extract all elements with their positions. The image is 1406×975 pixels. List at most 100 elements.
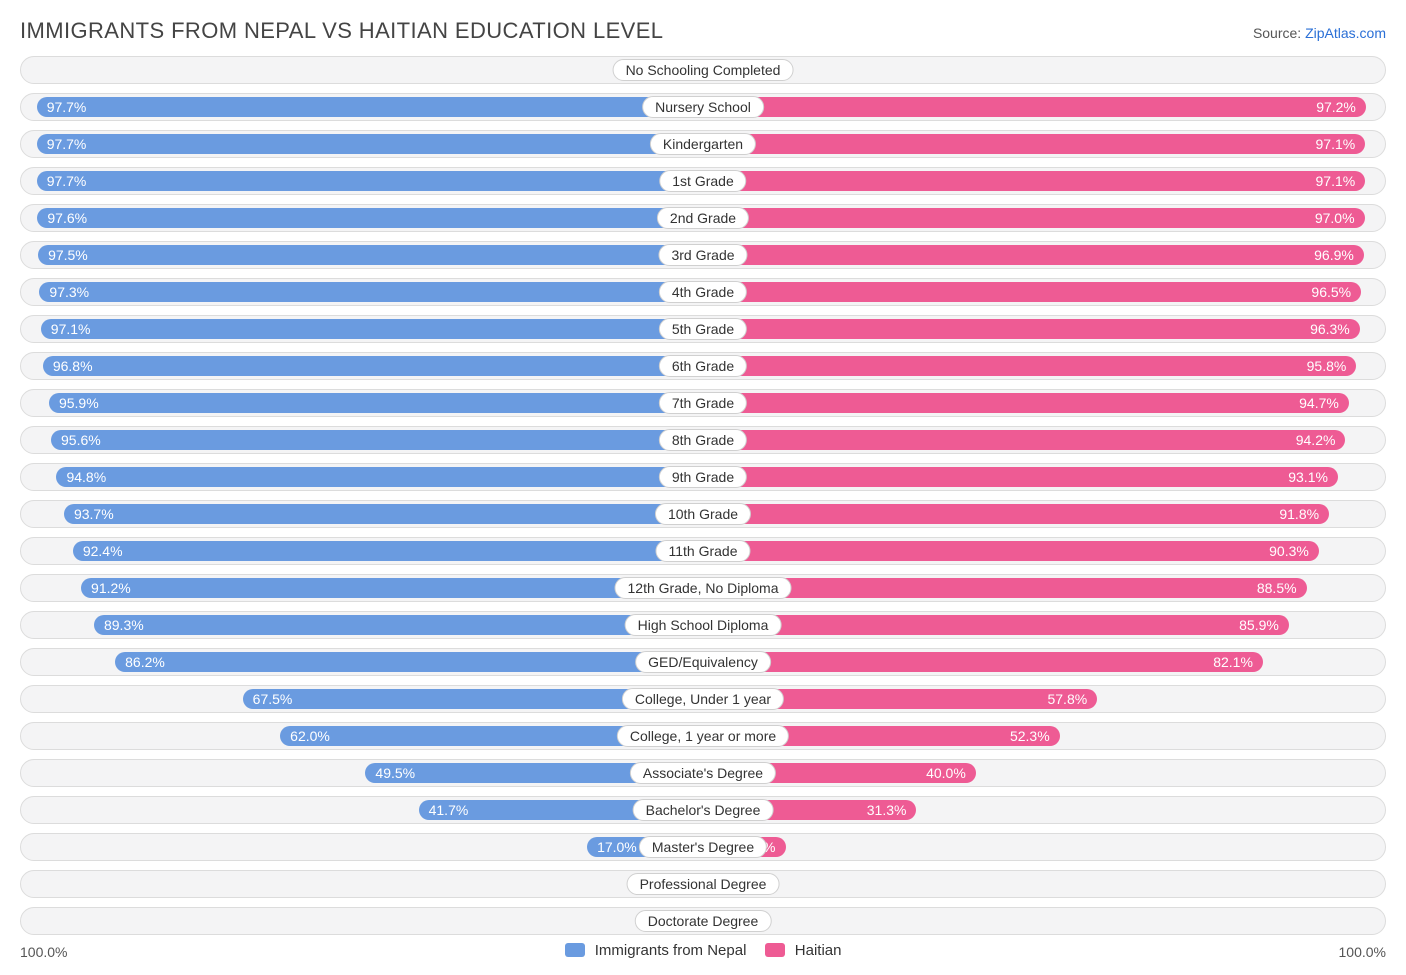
category-label: 5th Grade: [659, 318, 747, 340]
pct-label-nepal: 97.7%: [37, 131, 97, 157]
pct-label-haitian: 94.7%: [1289, 390, 1349, 416]
bar-haitian: [703, 208, 1365, 228]
legend: Immigrants from Nepal Haitian: [20, 942, 1386, 959]
pct-label-nepal: 97.6%: [37, 205, 97, 231]
category-label: High School Diploma: [625, 614, 782, 636]
bar-haitian: [703, 319, 1360, 339]
pct-label-haitian: 85.9%: [1229, 612, 1289, 638]
bar-haitian: [703, 652, 1263, 672]
pct-label-nepal: 97.1%: [41, 316, 101, 342]
bar-row: 4.8%3.5%Professional Degree: [20, 870, 1386, 898]
education-diverging-bar-chart: 2.3%2.9%No Schooling Completed97.7%97.2%…: [20, 56, 1386, 935]
pct-label-nepal: 94.8%: [56, 464, 116, 490]
bar-row: 2.2%1.3%Doctorate Degree: [20, 907, 1386, 935]
pct-label-haitian: 94.2%: [1286, 427, 1346, 453]
category-label: College, Under 1 year: [622, 688, 784, 710]
category-label: 9th Grade: [659, 466, 747, 488]
pct-label-haitian: 52.3%: [1000, 723, 1060, 749]
bar-row: 97.5%96.9%3rd Grade: [20, 241, 1386, 269]
bar-nepal: [37, 171, 703, 191]
bar-row: 97.7%97.1%1st Grade: [20, 167, 1386, 195]
pct-label-haitian: 97.1%: [1306, 131, 1366, 157]
pct-label-nepal: 49.5%: [365, 760, 425, 786]
pct-label-haitian: 97.0%: [1305, 205, 1365, 231]
bar-haitian: [703, 467, 1338, 487]
category-label: Doctorate Degree: [635, 910, 772, 932]
pct-label-nepal: 95.9%: [49, 390, 109, 416]
bar-nepal: [41, 319, 703, 339]
bar-row: 62.0%52.3%College, 1 year or more: [20, 722, 1386, 750]
category-label: Nursery School: [642, 96, 764, 118]
pct-label-nepal: 86.2%: [115, 649, 175, 675]
bar-nepal: [38, 245, 703, 265]
legend-label-nepal: Immigrants from Nepal: [595, 942, 747, 959]
pct-label-nepal: 89.3%: [94, 612, 154, 638]
pct-label-haitian: 57.8%: [1037, 686, 1097, 712]
category-label: 11th Grade: [655, 540, 750, 562]
bar-row: 97.1%96.3%5th Grade: [20, 315, 1386, 343]
bar-nepal: [64, 504, 703, 524]
source-prefix: Source:: [1253, 25, 1305, 41]
legend-swatch-nepal: [565, 943, 585, 957]
category-label: GED/Equivalency: [635, 651, 771, 673]
source-link[interactable]: ZipAtlas.com: [1305, 25, 1386, 41]
chart-title: IMMIGRANTS FROM NEPAL VS HAITIAN EDUCATI…: [20, 18, 663, 44]
bar-row: 89.3% 85.9% High School Diploma: [20, 611, 1386, 639]
bar-haitian: [703, 393, 1349, 413]
bar-nepal: [39, 282, 703, 302]
bar-nepal: [37, 97, 703, 117]
chart-source: Source: ZipAtlas.com: [1253, 25, 1386, 41]
pct-label-nepal: 91.2%: [81, 575, 141, 601]
pct-label-haitian: 93.1%: [1278, 464, 1338, 490]
pct-label-haitian: 97.2%: [1306, 94, 1366, 120]
bar-haitian: [703, 541, 1319, 561]
category-label: 8th Grade: [659, 429, 747, 451]
pct-label-haitian: 96.5%: [1301, 279, 1361, 305]
axis-right-label: 100.0%: [1339, 944, 1386, 960]
bar-nepal: [37, 134, 703, 154]
category-label: Bachelor's Degree: [633, 799, 774, 821]
pct-label-nepal: 92.4%: [73, 538, 133, 564]
pct-label-haitian: 96.9%: [1304, 242, 1364, 268]
legend-label-haitian: Haitian: [795, 942, 842, 959]
bar-row: 94.8% 93.1% 9th Grade: [20, 463, 1386, 491]
bar-row: 97.6%97.0%2nd Grade: [20, 204, 1386, 232]
category-label: 4th Grade: [659, 281, 747, 303]
category-label: Associate's Degree: [630, 762, 776, 784]
bar-nepal: [49, 393, 703, 413]
pct-label-nepal: 97.5%: [38, 242, 98, 268]
category-label: Kindergarten: [650, 133, 756, 155]
category-label: No Schooling Completed: [613, 59, 794, 81]
bar-row: 95.6% 94.2% 8th Grade: [20, 426, 1386, 454]
bar-haitian: [703, 171, 1365, 191]
category-label: 10th Grade: [655, 503, 751, 525]
bar-row: 96.8%95.8%6th Grade: [20, 352, 1386, 380]
bar-row: 93.7%91.8%10th Grade: [20, 500, 1386, 528]
pct-label-haitian: 90.3%: [1259, 538, 1319, 564]
pct-label-nepal: 95.6%: [51, 427, 111, 453]
bar-row: 92.4% 90.3% 11th Grade: [20, 537, 1386, 565]
axis-left-label: 100.0%: [20, 944, 67, 960]
bar-haitian: [703, 97, 1366, 117]
bar-row: 17.0%12.1%Master's Degree: [20, 833, 1386, 861]
bar-row: 91.2%88.5%12th Grade, No Diploma: [20, 574, 1386, 602]
bar-haitian: [703, 578, 1307, 598]
bar-haitian: [703, 245, 1364, 265]
pct-label-nepal: 41.7%: [419, 797, 479, 823]
pct-label-haitian: 40.0%: [916, 760, 976, 786]
pct-label-nepal: 97.3%: [39, 279, 99, 305]
pct-label-haitian: 97.1%: [1306, 168, 1366, 194]
chart-header: IMMIGRANTS FROM NEPAL VS HAITIAN EDUCATI…: [20, 18, 1386, 44]
pct-label-nepal: 17.0%: [587, 834, 647, 860]
bar-haitian: [703, 356, 1356, 376]
bar-nepal: [81, 578, 703, 598]
category-label: Master's Degree: [639, 836, 767, 858]
bar-row: 97.3% 96.5% 4th Grade: [20, 278, 1386, 306]
bar-nepal: [115, 652, 703, 672]
bar-haitian: [703, 282, 1361, 302]
pct-label-nepal: 96.8%: [43, 353, 103, 379]
bar-haitian: [703, 615, 1289, 635]
bar-nepal: [94, 615, 703, 635]
pct-label-nepal: 67.5%: [243, 686, 303, 712]
bar-nepal: [43, 356, 703, 376]
